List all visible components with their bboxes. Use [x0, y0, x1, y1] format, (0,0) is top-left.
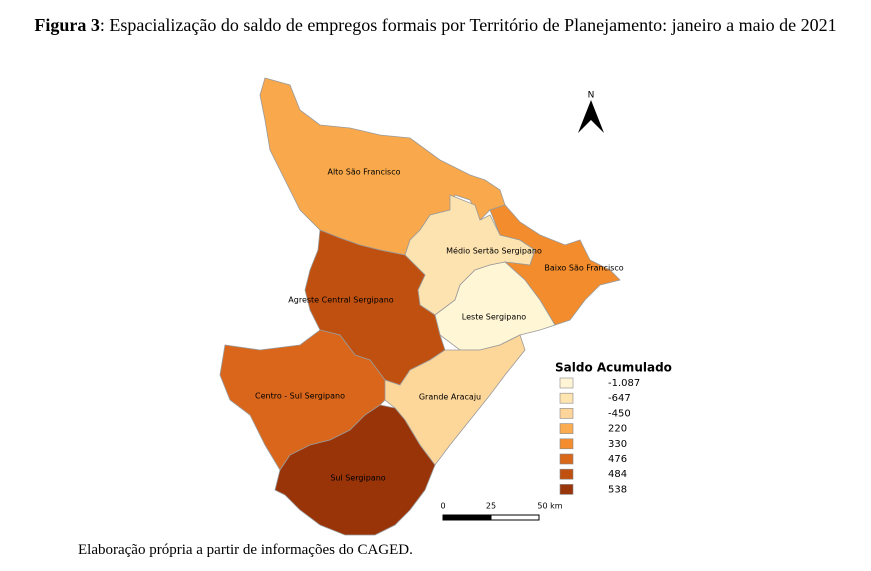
legend-title: Saldo Acumulado	[555, 361, 672, 375]
scale-bar	[442, 514, 492, 521]
figure-text: : Espacialização do saldo de empregos fo…	[99, 15, 837, 35]
north-arrow	[578, 100, 604, 133]
legend-swatch	[559, 468, 574, 480]
legend-swatch	[559, 392, 574, 404]
scale-label: 25	[486, 502, 496, 511]
legend-swatch	[559, 408, 574, 419]
region-label: Sul Sergipano	[330, 474, 385, 483]
region-label: Leste Sergipano	[462, 313, 527, 322]
legend-label: -450	[608, 408, 631, 419]
legend-label: -1.087	[608, 378, 640, 389]
legend-swatch	[559, 438, 574, 450]
legend-label: 538	[608, 484, 627, 495]
north-label: N	[588, 91, 595, 101]
region-label: Alto São Francisco	[327, 168, 400, 177]
figure-title: Figura 3: Espacialização do saldo de emp…	[20, 8, 851, 42]
legend-label: 484	[608, 469, 627, 480]
scale-bar	[490, 514, 540, 521]
legend-label: 220	[608, 424, 627, 435]
region-label: Agreste Central Sergipano	[288, 296, 394, 305]
region	[274, 404, 436, 536]
figure-label: Figura 3	[34, 15, 100, 35]
region	[259, 77, 506, 256]
legend-swatch	[559, 453, 574, 465]
legend-swatch	[559, 484, 574, 495]
region-label: Grande Aracaju	[419, 393, 481, 402]
region-label: Centro - Sul Sergipano	[255, 392, 345, 401]
region-label: Baixo São Francisco	[544, 264, 623, 273]
scale-label: 50 km	[537, 502, 562, 511]
region	[489, 204, 621, 326]
legend-label: -647	[608, 393, 631, 404]
caption: Elaboração própria a partir de informaçõ…	[78, 542, 413, 558]
legend-swatch	[559, 377, 574, 389]
legend-swatch	[559, 423, 574, 434]
legend-label: 476	[608, 454, 627, 465]
region-label: Médio Sertão Sergipano	[446, 246, 542, 256]
legend-label: 330	[608, 439, 627, 450]
legend: -1.087 -647 -450 220 330 476 484 538	[559, 377, 640, 495]
scale-label: 0	[440, 502, 445, 511]
